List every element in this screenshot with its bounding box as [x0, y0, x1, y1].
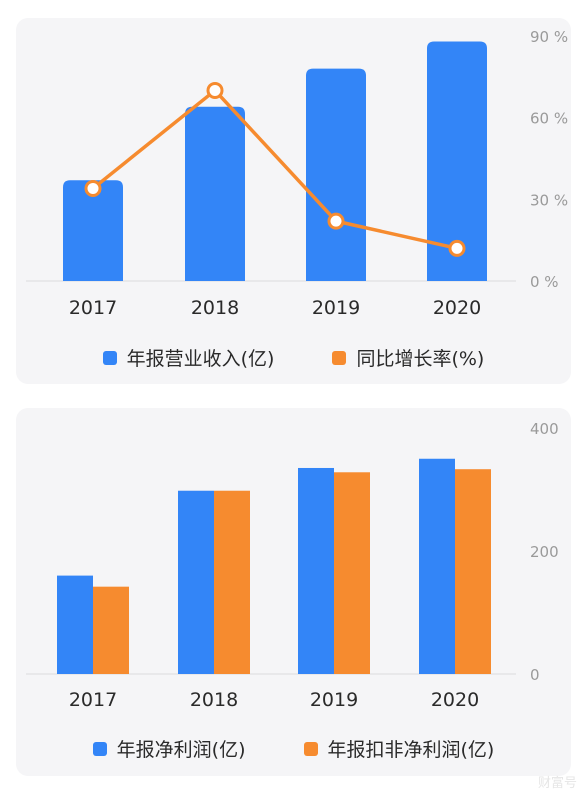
growth-rate-point — [327, 212, 345, 230]
legend-item-adjusted-net-profit[interactable]: 年报扣非净利润(亿) — [303, 735, 495, 762]
right-axis-tick-label: 0 — [530, 666, 540, 684]
adjusted-net-profit-bar — [334, 472, 370, 674]
net-profit-bar — [57, 575, 93, 674]
adjusted-net-profit-bar — [93, 586, 129, 674]
growth-rate-point — [206, 81, 224, 99]
chart1-legend: 年报营业收入(亿) 同比增长率(%) — [16, 344, 571, 371]
x-tick-label: 2017 — [69, 689, 117, 711]
net-profit-chart: 0 200 400 2017 2018 2019 2020 — [26, 420, 559, 711]
legend-swatch-blue — [92, 741, 107, 756]
legend-label-adjusted-net-profit: 年报扣非净利润(亿) — [327, 739, 495, 761]
revenue-bar — [427, 41, 487, 281]
right-axis-tick-label: 0 % — [530, 273, 559, 291]
legend-item-revenue[interactable]: 年报营业收入(亿) — [102, 344, 275, 371]
x-tick-label: 2020 — [433, 297, 481, 319]
right-axis-tick-label: 400 — [530, 420, 559, 438]
x-tick-label: 2020 — [431, 689, 479, 711]
revenue-bar — [306, 68, 366, 281]
growth-rate-point — [448, 239, 466, 257]
right-axis-tick-label: 200 — [530, 543, 559, 561]
revenue-bar — [63, 180, 123, 281]
revenue-bar — [185, 106, 245, 282]
chart2-legend: 年报净利润(亿) 年报扣非净利润(亿) — [16, 735, 571, 762]
revenue-growth-chart: 0 % 30 % 60 % 90 % 2017 2018 2019 2020 — [26, 28, 568, 319]
x-tick-label: 2019 — [310, 689, 358, 711]
revenue-growth-chart-card: 0 % 30 % 60 % 90 % 2017 2018 2019 2020 年报营业收入(亿… — [16, 18, 571, 384]
net-profit-chart-card: 0 200 400 2017 2018 2019 2020 年报净利润(亿) 年报扣非净利润… — [16, 408, 571, 776]
legend-swatch-blue — [102, 350, 117, 365]
net-profit-bar — [298, 467, 334, 674]
x-tick-label: 2019 — [312, 297, 360, 319]
adjusted-net-profit-bar — [214, 490, 250, 674]
x-tick-label: 2017 — [69, 297, 117, 319]
watermark-text: 财富号 — [537, 776, 577, 791]
x-tick-label: 2018 — [190, 689, 238, 711]
right-axis-tick-label: 90 % — [530, 28, 568, 46]
growth-rate-line — [91, 88, 458, 251]
net-profit-bar — [419, 458, 455, 674]
net-profit-bar — [178, 490, 214, 674]
legend-item-net-profit[interactable]: 年报净利润(亿) — [92, 735, 246, 762]
growth-rate-point — [84, 179, 102, 197]
right-axis-tick-label: 60 % — [530, 110, 568, 128]
legend-item-growth[interactable]: 同比增长率(%) — [332, 344, 484, 371]
adjusted-net-profit-bar — [455, 469, 491, 674]
legend-label-growth: 同比增长率(%) — [356, 348, 485, 370]
x-tick-label: 2018 — [191, 297, 239, 319]
legend-label-revenue: 年报营业收入(亿) — [126, 348, 275, 370]
legend-swatch-orange — [332, 350, 347, 365]
legend-label-net-profit: 年报净利润(亿) — [116, 739, 246, 761]
legend-swatch-orange — [303, 741, 318, 756]
right-axis-tick-label: 30 % — [530, 191, 568, 209]
